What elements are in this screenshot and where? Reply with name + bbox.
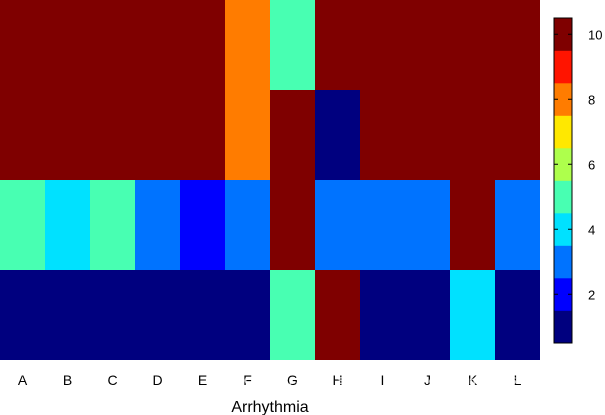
colorbar-tick-label: 4 [588, 222, 595, 237]
heatmap-cell-k-row-3 [450, 180, 495, 270]
colorbar-tick-label: 2 [588, 287, 595, 302]
heatmap-cell-g-row-2 [270, 90, 315, 180]
heatmap-cell-h-row-4 [315, 270, 360, 360]
heatmap-cell-g-row-3 [270, 180, 315, 270]
heatmap-cell-d-row-3 [135, 180, 180, 270]
heatmap-cell-d-row-1 [135, 0, 180, 90]
colorbar-band [554, 310, 572, 344]
heatmap-cell-j-row-1 [405, 0, 450, 90]
heatmap-cell-e-row-2 [180, 90, 225, 180]
heatmap-cell-j-row-3 [405, 180, 450, 270]
heatmap-cell-c-row-3 [90, 180, 135, 270]
watermark-line-2: Campos, Zimek, Sander, Campello, Micenko… [244, 375, 605, 387]
x-tick-label: F [243, 372, 252, 388]
heatmap-cell-b-row-3 [45, 180, 90, 270]
heatmap-cell-a-row-4 [0, 270, 45, 360]
colorbar [553, 17, 573, 344]
colorbar-band [554, 148, 572, 181]
heatmap-cell-b-row-4 [45, 270, 90, 360]
heatmap-cell-c-row-2 [90, 90, 135, 180]
heatmap-cell-h-row-1 [315, 0, 360, 90]
colorbar-ticks: 2 4 6 8 10 [554, 27, 602, 302]
colorbar-band [554, 245, 572, 279]
heatmap-cell-f-row-2 [225, 90, 270, 180]
heatmap-cell-j-row-2 [405, 90, 450, 180]
colorbar-band [554, 83, 572, 116]
x-tick-label: E [198, 372, 207, 388]
x-tick-label: L [514, 372, 522, 388]
colorbar-band [554, 115, 572, 149]
x-tick-label: C [107, 372, 117, 388]
heatmap-cells [0, 0, 540, 360]
heatmap-cell-e-row-3 [180, 180, 225, 270]
heatmap-cell-j-row-4 [405, 270, 450, 360]
colorbar-tick-label: 6 [588, 157, 595, 172]
colorbar-band [554, 278, 572, 311]
x-tick-label: G [287, 372, 298, 388]
heatmap-cell-h-row-2 [315, 90, 360, 180]
watermark-line-1: On the Evaluation of Unsupervised Outlie… [244, 364, 605, 375]
heatmap-cell-i-row-2 [360, 90, 405, 180]
heatmap-cell-c-row-1 [90, 0, 135, 90]
x-tick-label: J [424, 372, 431, 388]
colorbar-tick-label: 8 [588, 92, 595, 107]
colorbar-band [554, 50, 572, 84]
colorbar-frame [553, 17, 573, 344]
heatmap-cell-l-row-1 [495, 0, 540, 90]
colorbar-band [554, 18, 572, 51]
heatmap-cell-a-row-2 [0, 90, 45, 180]
heatmap-cell-d-row-4 [135, 270, 180, 360]
x-tick-label: K [468, 372, 478, 388]
heatmap-cell-b-row-1 [45, 0, 90, 90]
colorbar-tick-label: 10 [588, 27, 602, 42]
heatmap-cell-g-row-4 [270, 270, 315, 360]
colorbar-band [554, 213, 572, 246]
heatmap-cell-i-row-4 [360, 270, 405, 360]
heatmap-cell-a-row-3 [0, 180, 45, 270]
x-tick-label: A [18, 372, 28, 388]
heatmap-cell-f-row-3 [225, 180, 270, 270]
x-tick-label: B [63, 372, 72, 388]
heatmap-cell-f-row-1 [225, 0, 270, 90]
heatmap-cell-i-row-3 [360, 180, 405, 270]
heatmap-cell-k-row-1 [450, 0, 495, 90]
heatmap-cell-l-row-4 [495, 270, 540, 360]
heatmap-cell-e-row-4 [180, 270, 225, 360]
colorbar-band [554, 180, 572, 214]
heatmap-cell-l-row-3 [495, 180, 540, 270]
x-tick-label: I [381, 372, 385, 388]
heatmap-cell-h-row-3 [315, 180, 360, 270]
heatmap-cell-g-row-1 [270, 0, 315, 90]
heatmap-cell-c-row-4 [90, 270, 135, 360]
heatmap-cell-b-row-2 [45, 90, 90, 180]
heatmap-cell-k-row-2 [450, 90, 495, 180]
x-tick-label: D [152, 372, 162, 388]
heatmap-cell-k-row-4 [450, 270, 495, 360]
heatmap-cell-a-row-1 [0, 0, 45, 90]
x-axis-label: Arrhythmia [231, 399, 308, 415]
heatmap-cell-l-row-2 [495, 90, 540, 180]
x-tick-labels: A B C D E F G H I J K L [18, 372, 522, 388]
heatmap-cell-f-row-4 [225, 270, 270, 360]
x-tick-label: H [332, 372, 342, 388]
heatmap-cell-d-row-2 [135, 90, 180, 180]
heatmap-cell-e-row-1 [180, 0, 225, 90]
heatmap-cell-i-row-1 [360, 0, 405, 90]
